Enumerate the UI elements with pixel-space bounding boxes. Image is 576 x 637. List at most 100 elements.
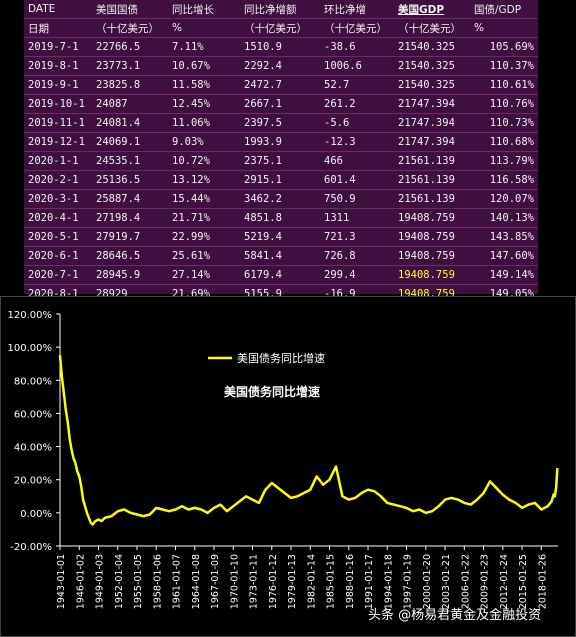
table-cell: 2020-3-1 <box>24 189 92 209</box>
table-row: 2020-4-1 27198.4 21.71% 4851.8 1311 19408.759… <box>24 208 538 228</box>
x-tick-label: 2015-01-25 <box>518 554 529 609</box>
table-cell: 726.8 <box>320 246 394 266</box>
table-cell: 27198.4 <box>92 208 168 228</box>
y-tick-label: 20.00% <box>14 476 52 487</box>
table-cell: 110.37% <box>470 56 538 76</box>
table-header-cell: 日期 <box>24 18 92 38</box>
table-cell: 6179.4 <box>240 265 320 285</box>
table-cell: 2020-7-1 <box>24 265 92 285</box>
table-cell: 110.76% <box>470 94 538 114</box>
x-tick-label: 1982-01-14 <box>306 554 317 609</box>
table-cell: 120.07% <box>470 189 538 209</box>
x-tick-label: 2003-01-21 <box>441 554 452 609</box>
table-row: 2019-12-1 24069.1 9.03% 1993.9 -12.3 21747.39… <box>24 132 538 152</box>
debt-data-table: DATE 美国国债 同比增长 同比净增额 环比净增 美国GDP 国债/GDP 日期 （十亿美元）… <box>24 0 538 304</box>
y-tick-label: -20.00% <box>10 542 52 553</box>
x-tick-label: 1964-01-08 <box>191 554 202 609</box>
table-header-cell: 美国GDP <box>394 0 470 19</box>
x-tick-label: 1943-01-01 <box>56 554 67 609</box>
table-header-row: 日期 （十亿美元）% （十亿美元） （十亿美元） （十亿美元）% <box>24 18 538 38</box>
table-cell: 21561.139 <box>394 151 470 171</box>
x-tick-label: 1988-01-16 <box>345 554 356 609</box>
table-cell: 24081.4 <box>92 113 168 133</box>
y-tick-label: 40.00% <box>14 443 52 454</box>
table-cell: 2397.5 <box>240 113 320 133</box>
table-cell: 3462.2 <box>240 189 320 209</box>
x-tick-label: 2012-01-24 <box>499 554 510 609</box>
table-cell: 261.2 <box>320 94 394 114</box>
table-row: 2019-8-1 23773.1 10.67% 2292.4 1006.6 21540.3… <box>24 56 538 76</box>
table-cell: 140.13% <box>470 208 538 228</box>
table-cell: 2019-11-1 <box>24 113 92 133</box>
x-tick-label: 1970-01-10 <box>229 554 240 609</box>
table-cell: 7.11% <box>168 37 240 57</box>
x-tick-label: 1976-01-12 <box>268 554 279 609</box>
y-tick-label: 80.00% <box>14 376 52 387</box>
table-cell: 113.79% <box>470 151 538 171</box>
table-cell: 24535.1 <box>92 151 168 171</box>
table-cell: 2472.7 <box>240 75 320 95</box>
table-row: 2020-5-1 27919.7 22.99% 5219.4 721.3 19408.75… <box>24 227 538 247</box>
table-cell: 2019-8-1 <box>24 56 92 76</box>
table-header-row: DATE 美国国债 同比增长 同比净增额 环比净增 美国GDP 国债/GDP <box>24 0 538 19</box>
table-cell: 27.14% <box>168 265 240 285</box>
table-cell: 105.69% <box>470 37 538 57</box>
table-cell: 19408.759 <box>394 246 470 266</box>
table-header-cell: 国债/GDP <box>470 0 538 19</box>
table-cell: 1993.9 <box>240 132 320 152</box>
table-cell: 143.85% <box>470 227 538 247</box>
x-tick-label: 1994-01-18 <box>383 554 394 609</box>
debt-growth-chart: -20.00% 0.00% 20.00% 40.00% 60.00% 80.00% 100.… <box>0 296 576 637</box>
table-cell: -5.6 <box>320 113 394 133</box>
table-header-cell: DATE <box>24 0 92 19</box>
table-cell: 25.61% <box>168 246 240 266</box>
table-cell: 23825.8 <box>92 75 168 95</box>
table-header-cell: 美国国债 <box>92 0 168 19</box>
table-cell: 15.44% <box>168 189 240 209</box>
table-header-cell: （十亿美元） <box>320 18 394 38</box>
x-tick-label: 1997-01-19 <box>403 554 414 609</box>
table-cell: 2019-7-1 <box>24 37 92 57</box>
table-cell: 116.58% <box>470 170 538 190</box>
table-cell: 22766.5 <box>92 37 168 57</box>
table-cell: 52.7 <box>320 75 394 95</box>
x-tick-label: 1991-01-17 <box>364 554 375 609</box>
table-header-cell: （十亿美元） <box>240 18 320 38</box>
table-cell: 21747.394 <box>394 94 470 114</box>
x-tick-label: 1961-01-07 <box>172 554 183 609</box>
table-cell: 2020-2-1 <box>24 170 92 190</box>
legend-label: 美国债务同比增速 <box>237 351 325 365</box>
y-tick-label: 60.00% <box>14 409 52 420</box>
x-tick-label: 1958-01-06 <box>152 554 163 609</box>
table-cell: 25136.5 <box>92 170 168 190</box>
table-cell: 2915.1 <box>240 170 320 190</box>
table-cell: 2020-5-1 <box>24 227 92 247</box>
series-line <box>58 355 559 526</box>
x-tick-label: 1967-01-09 <box>210 554 221 609</box>
table-cell: 25887.4 <box>92 189 168 209</box>
table-cell: 149.14% <box>470 265 538 285</box>
table-row: 2020-2-1 25136.5 13.12% 2915.1 601.4 21561.13… <box>24 170 538 190</box>
x-tick-label: 1952-01-04 <box>114 554 125 609</box>
table-cell: 23773.1 <box>92 56 168 76</box>
table-header-cell: % <box>168 18 240 38</box>
x-tick-label: 2006-01-22 <box>460 554 471 609</box>
table-cell: 10.72% <box>168 151 240 171</box>
x-tick-label: 1985-01-15 <box>326 554 337 609</box>
table-cell: 19408.759 <box>394 208 470 228</box>
table-cell: 110.61% <box>470 75 538 95</box>
table-cell: 24087 <box>92 94 168 114</box>
table-cell: 10.67% <box>168 56 240 76</box>
table-header-cell: 同比净增额 <box>240 0 320 19</box>
table-cell: 21747.394 <box>394 113 470 133</box>
table-cell: 19408.759 <box>394 265 470 285</box>
x-tick-label: 1979-01-13 <box>287 554 298 609</box>
table-cell: 21747.394 <box>394 132 470 152</box>
table-cell: 24069.1 <box>92 132 168 152</box>
table-row: 2020-3-1 25887.4 15.44% 3462.2 750.9 21561.13… <box>24 189 538 209</box>
table-cell: 22.99% <box>168 227 240 247</box>
table-row: 2020-7-1 28945.9 27.14% 6179.4 299.4 19408.75… <box>24 265 538 285</box>
table-header-cell: （十亿美元） <box>394 18 470 38</box>
y-tick-label: 100.00% <box>8 343 53 354</box>
table-cell: 1006.6 <box>320 56 394 76</box>
